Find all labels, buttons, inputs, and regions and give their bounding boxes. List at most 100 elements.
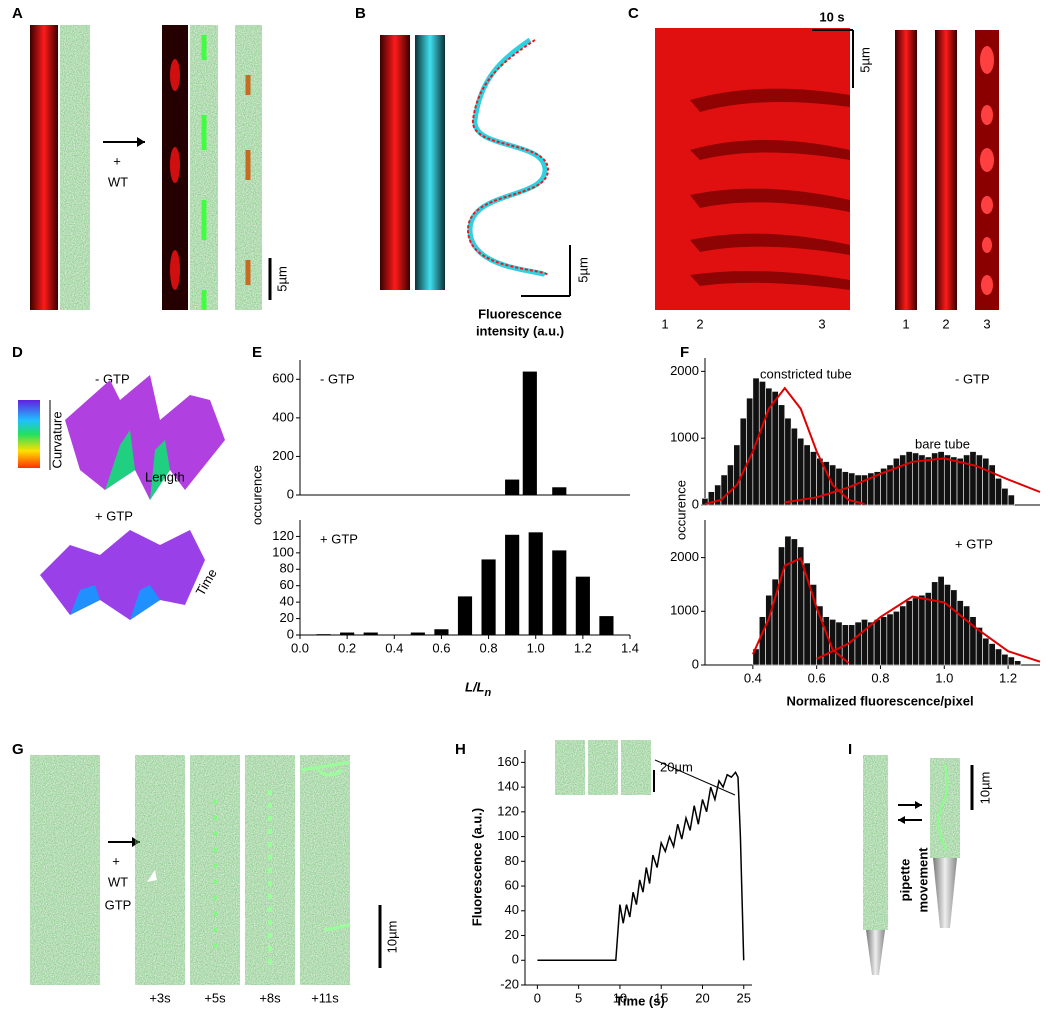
kymo-mark: 2 — [696, 316, 703, 331]
bar — [316, 634, 331, 635]
axis-label: Fluorescence — [478, 306, 562, 321]
annotation: - GTP — [320, 371, 355, 386]
kymo-mark: 1 — [661, 316, 668, 331]
y-tick-label: 0 — [692, 656, 699, 671]
bar — [720, 474, 728, 506]
annotation: - GTP — [955, 371, 990, 386]
y-tick-label: 200 — [272, 448, 294, 463]
y-tick-label: 60 — [505, 877, 519, 892]
x-tick-label: 0 — [534, 990, 541, 1005]
axis-label: intensity (a.u.) — [476, 323, 564, 338]
profile — [467, 37, 548, 278]
bar — [457, 596, 473, 635]
bar — [727, 464, 735, 506]
bar — [848, 624, 856, 666]
bar — [995, 477, 1003, 506]
bar — [758, 616, 766, 666]
bar — [733, 444, 741, 506]
bar — [931, 452, 939, 506]
bar — [1001, 653, 1009, 666]
y-tick-label: 140 — [497, 779, 519, 794]
image — [555, 740, 585, 795]
bar — [575, 576, 590, 635]
scale-label: 10 s — [819, 9, 844, 24]
bar — [505, 534, 520, 635]
pipette — [933, 858, 957, 928]
bar — [434, 629, 449, 635]
image — [895, 30, 917, 310]
bar — [835, 621, 843, 666]
annotation: + GTP — [320, 531, 358, 546]
x-tick-label: 1.2 — [999, 670, 1017, 685]
bar — [899, 454, 907, 506]
bar — [854, 621, 862, 666]
bar — [790, 538, 798, 666]
bar — [778, 546, 786, 666]
bar — [1014, 660, 1022, 666]
bar — [905, 600, 913, 666]
caption: pipette — [897, 859, 912, 902]
tube — [301, 760, 351, 932]
colorbar-label: Curvature — [49, 411, 64, 468]
note: bare tube — [915, 436, 970, 451]
arrowhead-marker — [147, 870, 157, 882]
label: GTP — [105, 897, 132, 912]
x-tick-label: 0.4 — [744, 670, 762, 685]
image — [30, 755, 100, 985]
colorbar — [18, 400, 40, 468]
y-tick-label: 1000 — [670, 603, 699, 618]
label: WT — [108, 874, 128, 889]
surface — [70, 585, 160, 620]
image — [863, 755, 888, 930]
bar — [924, 456, 932, 506]
surface — [40, 530, 205, 620]
y-tick-label: 0 — [692, 496, 699, 511]
label: WT — [108, 174, 128, 189]
scale-label: 5µm — [857, 47, 872, 73]
bar — [784, 535, 792, 666]
fit-curve — [816, 595, 1041, 663]
chart: 0 200 400 600 - GTP — [272, 360, 630, 501]
bar — [982, 637, 990, 666]
bar — [797, 437, 805, 506]
panel-letter: H — [455, 741, 466, 758]
arrow-head — [137, 137, 145, 147]
bar — [867, 621, 875, 666]
caption: movement — [915, 847, 930, 913]
bar — [931, 581, 939, 666]
arrow-head — [898, 816, 905, 824]
x-tick-label: 15 — [654, 990, 668, 1005]
x-axis-label: Normalized fluorescence/pixel — [786, 693, 973, 708]
kymo-mark: 3 — [818, 316, 825, 331]
bar — [924, 592, 932, 666]
y-tick-label: 0 — [287, 486, 294, 501]
image — [415, 35, 445, 290]
scale-label: 10µm — [977, 772, 992, 805]
x-tick-label: 1.0 — [935, 670, 953, 685]
bar — [778, 404, 786, 506]
profile — [466, 39, 550, 276]
x-tick-label: 1.2 — [574, 640, 592, 655]
y-tick-label: 0 — [512, 952, 519, 967]
y-tick-label: 40 — [505, 902, 519, 917]
x-tick-label: 0.2 — [338, 640, 356, 655]
y-tick-label: 2000 — [670, 549, 699, 564]
bar — [956, 600, 964, 666]
bar — [943, 454, 951, 506]
panel-g: G + WT GTP 10µm +3s +5s +8s +11s — [12, 741, 399, 1005]
scale-label: 10µm — [384, 921, 399, 954]
bar — [918, 454, 926, 506]
bar — [995, 648, 1003, 666]
bar — [873, 619, 881, 666]
label: - GTP — [95, 371, 130, 386]
bar — [528, 532, 543, 635]
bar — [880, 616, 888, 666]
image — [190, 755, 240, 985]
strip-label: 3 — [983, 316, 990, 331]
y-axis-label: occurence — [673, 480, 688, 540]
y-axis-label: occurence — [249, 465, 264, 525]
panel-i: I 10µm pipette movement — [848, 741, 992, 975]
x-tick-label: 0.6 — [808, 670, 826, 685]
y-axis-label: Fluorescence (a.u.) — [469, 808, 484, 926]
